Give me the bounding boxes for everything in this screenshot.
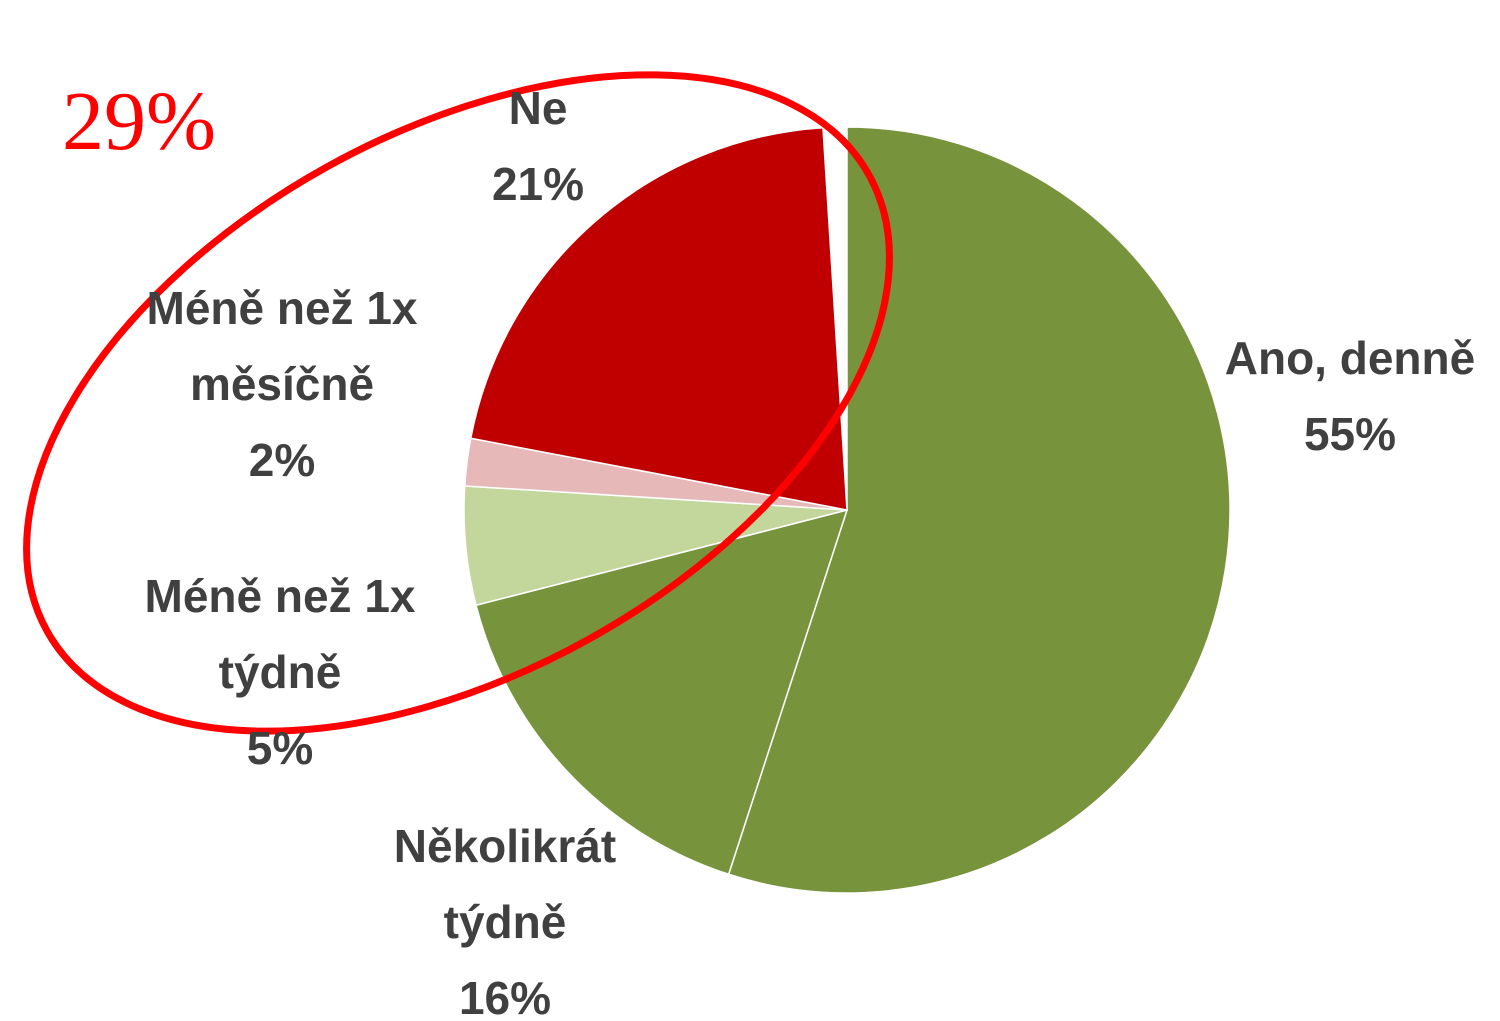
value-label: 16% xyxy=(458,972,552,1021)
category-label: Méně než 1x měsíčně xyxy=(146,282,418,410)
slice-label: Několikrát týdně 16% xyxy=(355,808,655,1021)
category-label: Ne xyxy=(508,82,568,134)
value-label: 2% xyxy=(248,434,316,486)
category-label: Ano, denně xyxy=(1224,332,1476,384)
slice-label: Méně než 1x měsíčně 2% xyxy=(112,270,452,498)
value-label: 55% xyxy=(1303,408,1397,460)
highlight-ellipse xyxy=(23,71,893,735)
value-label: 21% xyxy=(491,158,585,210)
slice-label: Ano, denně 55% xyxy=(1195,320,1500,472)
slice-label: Ne 21% xyxy=(438,70,638,222)
slice-label: Méně než 1x týdně 5% xyxy=(110,558,450,786)
annotation: 29% xyxy=(62,75,216,168)
category-label: Méně než 1x týdně xyxy=(144,570,416,698)
pie-slice xyxy=(727,126,1231,894)
category-label: Několikrát týdně xyxy=(393,820,617,948)
value-label: 5% xyxy=(246,722,314,774)
pie-slice xyxy=(475,508,849,876)
pie-slice xyxy=(469,126,848,511)
